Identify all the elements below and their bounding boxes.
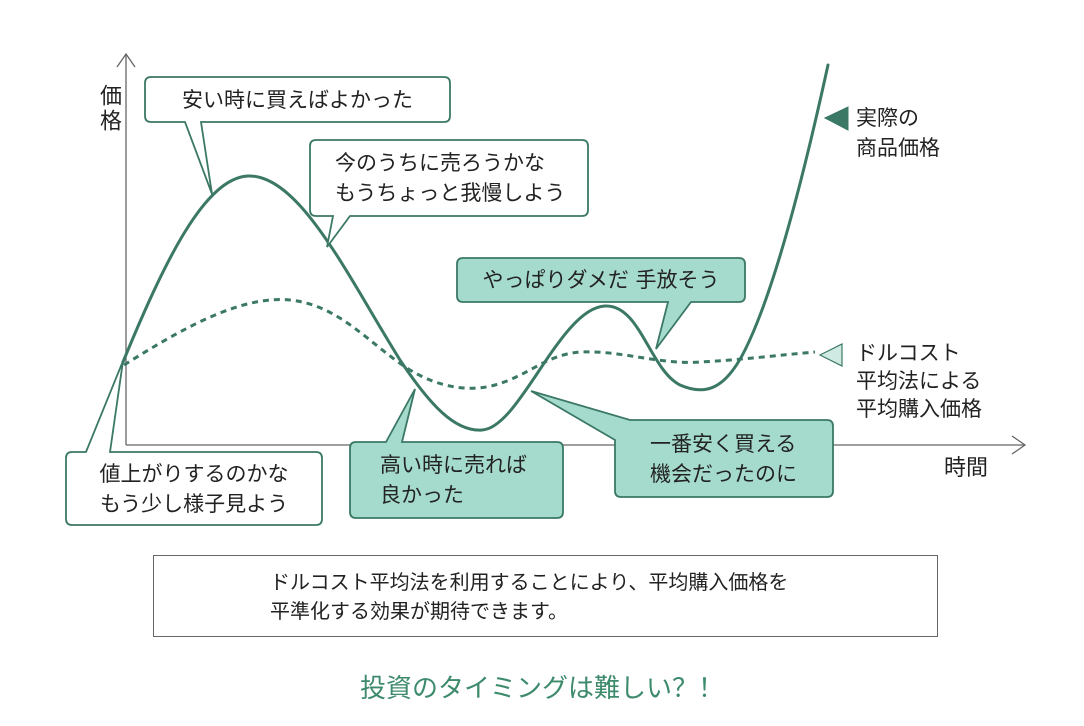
speech-bubble-wait [65, 360, 323, 526]
speech-bubble-buy-low [144, 76, 451, 195]
legend-dca-price: ドルコスト 平均法による 平均購入価格 [856, 339, 982, 423]
bubble-line: 一番安く買える [650, 431, 797, 456]
speech-bubble-give-up [456, 257, 746, 350]
bubble-text-sell-high: 高い時に売れば 良かった [350, 442, 563, 518]
legend-line: ドルコスト [856, 341, 961, 365]
bubble-text-cheapest: 一番安く買える 機会だったのに [615, 420, 833, 497]
y-axis-label: 価格 [96, 84, 121, 134]
bubble-line: もうちょっと我慢しよう [335, 181, 566, 205]
dca-price-marker-icon [818, 343, 843, 367]
bubble-line: 値上がりするのかな [99, 461, 289, 486]
bubble-line: 安い時に買えばよかった [182, 87, 413, 112]
dca-average-price-curve [123, 298, 816, 390]
bubble-text-buy-low: 安い時に買えばよかった [145, 77, 450, 122]
legend-actual-price: 実際の 商品価格 [856, 103, 940, 163]
bubble-line: 高い時に売れば [380, 453, 527, 477]
bubble-line: もう少し様子見よう [99, 491, 289, 516]
speech-bubble-cheapest [530, 390, 834, 498]
bubble-line: 機会だったのに [650, 461, 797, 486]
bubble-text-wait: 値上がりするのかな もう少し様子見よう [66, 452, 322, 525]
legend-line: 実際の [856, 106, 919, 130]
bubble-text-sell-now: 今のうちに売ろうかな もうちょっと我慢しよう [310, 140, 588, 216]
diagram-title: 投資のタイミングは難しい？！ [359, 674, 724, 704]
speech-bubble-sell-now [309, 139, 589, 248]
speech-bubble-sell-high [349, 388, 564, 519]
actual-price-curve [121, 63, 830, 432]
note-box: ドルコスト平均法を利用することにより、平均購入価格を 平準化する効果が期待できま… [153, 555, 938, 637]
legend-line: 商品価格 [856, 136, 940, 160]
axes [116, 52, 1027, 455]
actual-price-marker-icon [823, 106, 849, 131]
bubble-text-give-up: やっぱりダメだ 手放そう [457, 258, 745, 302]
note-line: 平準化する効果が期待できます。 [270, 599, 568, 623]
legend-line: 平均購入価格 [856, 397, 982, 421]
x-axis-label: 時間 [944, 456, 989, 481]
y-axis-arrow-icon [116, 52, 136, 68]
note-line: ドルコスト平均法を利用することにより、平均購入価格を [270, 570, 789, 594]
bubble-line: 今のうちに売ろうかな [335, 151, 545, 175]
legend-line: 平均法による [856, 369, 982, 393]
bubble-line: 良かった [380, 483, 464, 507]
x-axis-arrow-icon [1011, 435, 1027, 455]
bubble-line: やっぱりダメだ 手放そう [482, 268, 720, 292]
